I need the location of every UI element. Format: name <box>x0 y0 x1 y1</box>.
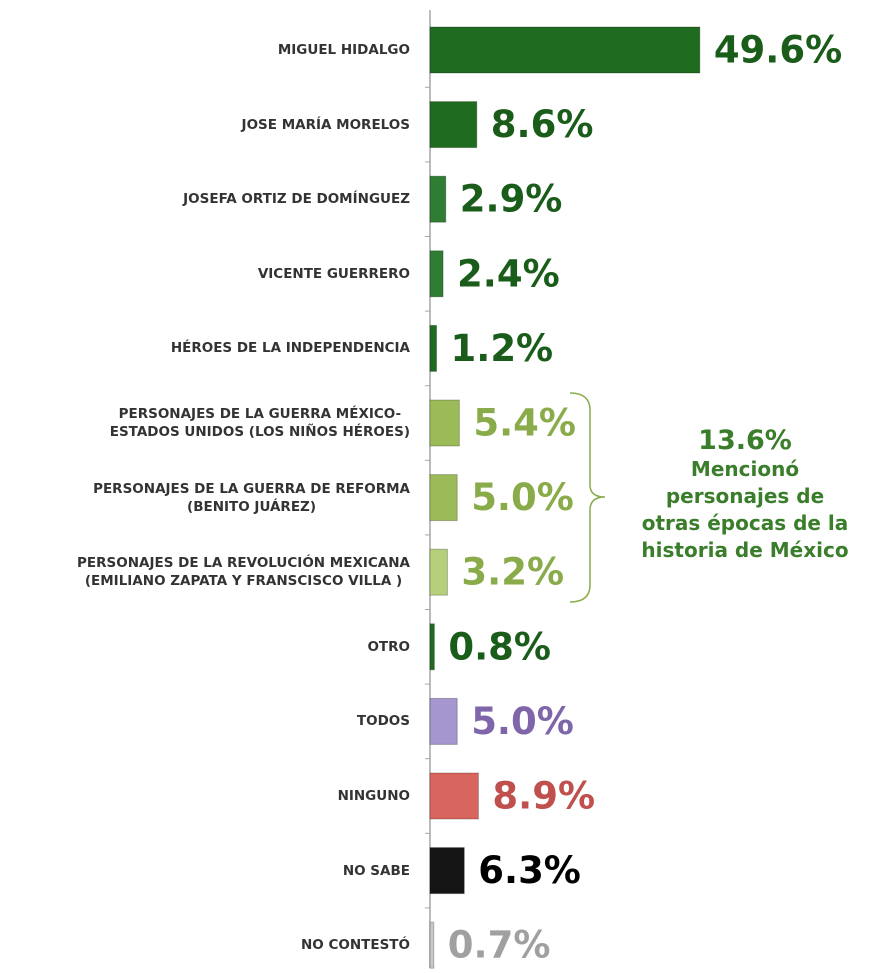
bar <box>429 324 438 372</box>
category-label: VICENTE GUERRERO <box>257 265 410 282</box>
annotation-text: Mencionó personajes de otras épocas de l… <box>641 457 849 562</box>
category-label: TODOS <box>356 713 410 730</box>
bar <box>429 697 458 745</box>
value-label: 5.0% <box>471 476 574 519</box>
value-label: 1.2% <box>451 327 554 370</box>
annotation: 13.6% Mencionó personajes de otras época… <box>620 425 870 564</box>
value-label: 0.8% <box>448 625 551 668</box>
value-label: 0.7% <box>448 924 551 967</box>
value-label: 8.6% <box>491 103 594 146</box>
annotation-value: 13.6% <box>698 425 792 456</box>
value-label: 8.9% <box>492 775 595 818</box>
category-label: PERSONAJES DE LA GUERRA MÉXICO- ESTADOS … <box>109 406 410 440</box>
bar <box>429 250 444 298</box>
category-label: JOSE MARÍA MORELOS <box>241 116 410 133</box>
bar <box>429 175 447 223</box>
bar <box>429 623 435 671</box>
category-label: JOSEFA ORTIZ DE DOMÍNGUEZ <box>183 191 410 208</box>
value-label: 2.9% <box>460 178 563 221</box>
bar <box>429 772 479 820</box>
category-label: NO CONTESTÓ <box>301 937 410 954</box>
category-label: OTRO <box>367 638 410 655</box>
bar <box>429 548 448 596</box>
value-label: 6.3% <box>478 849 581 892</box>
value-label: 5.0% <box>471 700 574 743</box>
bar <box>429 474 458 522</box>
bar <box>429 399 460 447</box>
category-label: NINGUNO <box>337 788 410 804</box>
bar <box>429 101 478 149</box>
category-label: PERSONAJES DE LA REVOLUCIÓN MEXICANA (EM… <box>77 555 410 590</box>
category-label: MIGUEL HIDALGO <box>277 42 410 58</box>
bar <box>429 847 465 895</box>
bar <box>429 921 435 969</box>
bar <box>429 26 701 74</box>
category-label: NO SABE <box>342 862 410 879</box>
category-label: HÉROES DE LA INDEPENDENCIA <box>170 340 410 357</box>
bracket <box>569 392 606 603</box>
value-label: 3.2% <box>461 551 564 594</box>
value-label: 49.6% <box>714 29 842 72</box>
category-label: PERSONAJES DE LA GUERRA DE REFORMA (BENI… <box>93 480 410 515</box>
value-label: 5.4% <box>473 402 576 445</box>
value-label: 2.4% <box>457 252 560 295</box>
